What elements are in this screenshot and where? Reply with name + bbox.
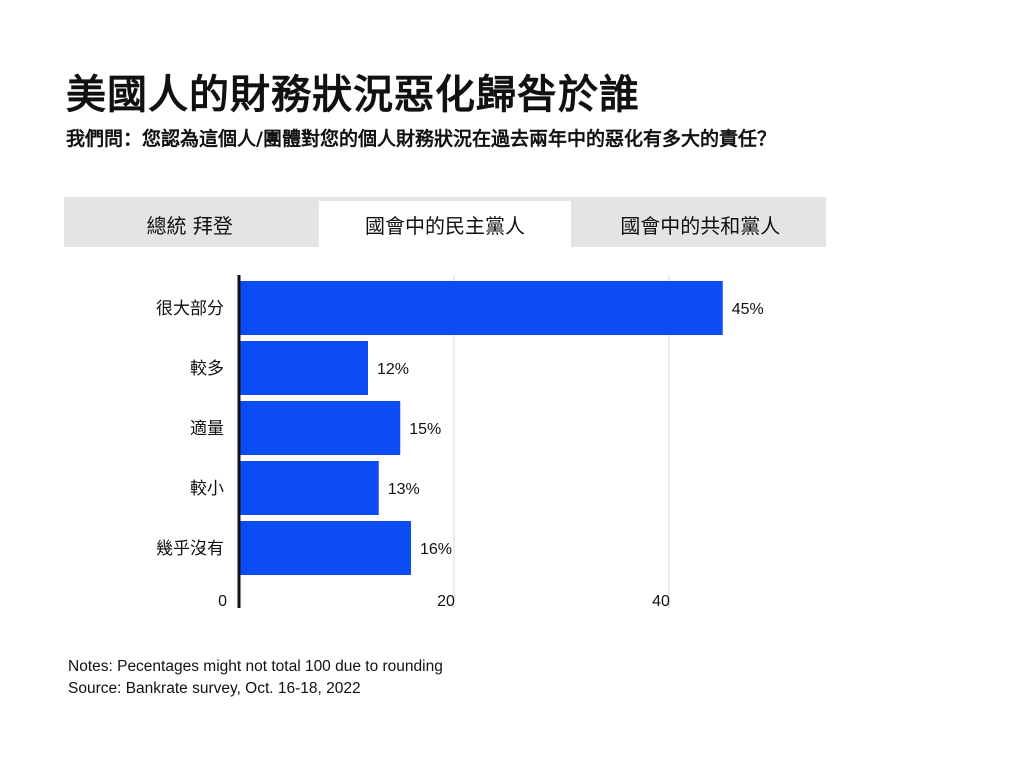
tick-label: 40 xyxy=(652,593,670,610)
source-line: Source: Bankrate survey, Oct. 16-18, 202… xyxy=(68,680,361,697)
bar xyxy=(239,341,368,395)
notes-line: Notes: Pecentages might not total 100 du… xyxy=(68,658,443,675)
category-label: 幾乎沒有 xyxy=(156,539,224,559)
category-label: 適量 xyxy=(190,419,224,439)
value-label: 13% xyxy=(388,481,420,498)
bar xyxy=(239,521,411,575)
bar xyxy=(239,461,379,515)
value-label: 12% xyxy=(377,361,409,378)
value-label: 16% xyxy=(420,541,452,558)
category-label: 很大部分 xyxy=(156,299,224,319)
tab-congress-republicans[interactable]: 國會中的共和黨人 xyxy=(620,213,781,238)
chart-title: 美國人的財務狀況惡化歸咎於誰 xyxy=(66,72,640,118)
tick-label: 0 xyxy=(218,593,227,610)
category-label: 較小 xyxy=(190,479,224,499)
value-label: 45% xyxy=(732,301,764,318)
value-label: 15% xyxy=(409,421,441,438)
category-label: 較多 xyxy=(190,359,224,379)
tab-congress-democrats[interactable]: 國會中的民主黨人 xyxy=(319,201,571,247)
tab-president-biden[interactable]: 總統 拜登 xyxy=(146,213,233,238)
bar xyxy=(239,401,401,455)
tab-bar: 總統 拜登 國會中的民主黨人 國會中的共和黨人 xyxy=(64,197,826,247)
chart-subtitle: 我們問：您認為這個人/團體對您的個人財務狀況在過去兩年中的惡化有多大的責任？ xyxy=(66,128,776,150)
bar xyxy=(239,281,723,335)
tick-label: 20 xyxy=(437,593,455,610)
chart-notes: Notes: Pecentages might not total 100 du… xyxy=(68,656,443,700)
